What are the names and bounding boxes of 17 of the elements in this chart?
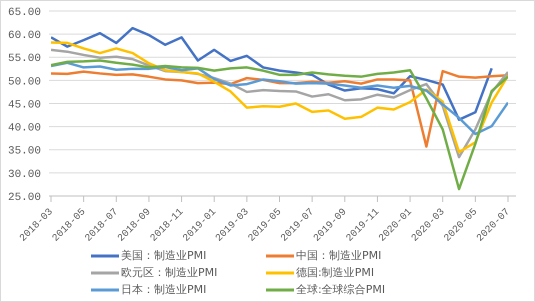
y-tick-label: 25.00 — [8, 192, 41, 204]
y-tick-label: 50.00 — [8, 76, 41, 88]
y-tick-label: 40.00 — [8, 122, 41, 135]
y-tick-label: 55.00 — [8, 53, 41, 66]
line-series — [51, 62, 508, 136]
y-tick-label: 35.00 — [8, 146, 41, 158]
y-tick-label: 45.00 — [8, 99, 41, 112]
legend-label: 美国：制造业PMI — [121, 248, 206, 263]
line-series — [51, 59, 508, 190]
legend-label: 欧元区：制造业PMI — [121, 265, 218, 280]
y-tick-label: 65.00 — [8, 6, 41, 19]
legend-label: 德国:制造业PMI — [296, 265, 374, 280]
legend-label: 日本：制造业PMI — [121, 282, 206, 297]
y-tick-label: 30.00 — [8, 168, 41, 181]
legend-label: 中国：制造业PMI — [296, 248, 382, 263]
legend-label: 全球:全球综合PMI — [296, 282, 386, 297]
y-tick-label: 60.00 — [8, 30, 41, 42]
